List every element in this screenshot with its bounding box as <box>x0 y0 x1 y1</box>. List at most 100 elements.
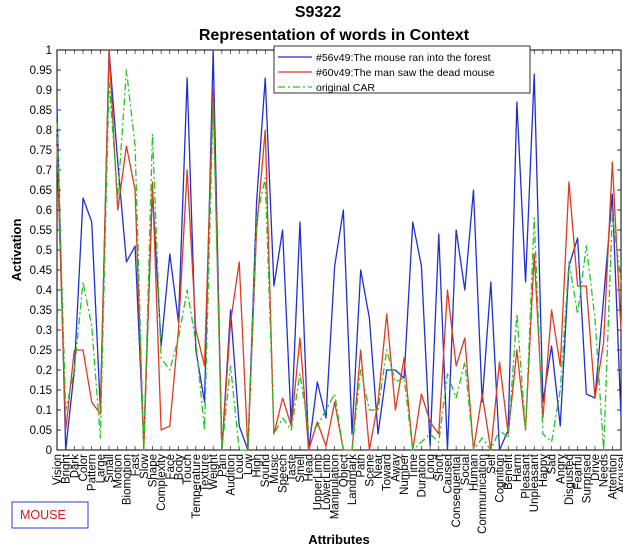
x-tick-label: Audition <box>226 454 238 496</box>
y-tick-label: 0.15 <box>30 385 52 397</box>
x-tick-label: Touch <box>182 454 194 485</box>
x-tick-label: Taste <box>286 454 298 482</box>
x-tick-label: Unpleasant <box>529 453 541 512</box>
x-tick-label: Head <box>304 454 316 482</box>
word-box-label: MOUSE <box>20 508 66 522</box>
x-tick-label: Biomotion <box>121 454 133 505</box>
x-tick-label: Social <box>460 454 472 485</box>
x-axis-label: Attributes <box>308 532 369 547</box>
x-tick-label: Pain <box>217 454 229 477</box>
y-tick-label: 0.5 <box>36 245 52 257</box>
x-tick-label: Time <box>408 454 420 479</box>
x-tick-label: Complexity <box>156 454 168 511</box>
x-tick-label: Toward <box>382 454 394 491</box>
legend: #56v49:The mouse ran into the forest #60v… <box>273 45 531 94</box>
y-tick-label: 0.3 <box>36 325 52 337</box>
y-tick-label: 0.6 <box>36 205 52 217</box>
y-tick-label: 0.1 <box>36 405 52 417</box>
word-box: MOUSE <box>11 501 89 529</box>
y-tick-label: 0.4 <box>36 285 53 297</box>
y-tick-label: 0.7 <box>36 165 52 177</box>
y-tick-label: 0.05 <box>30 425 52 437</box>
x-tick-label: Weight <box>208 453 220 489</box>
x-tick-label: Short <box>434 453 446 481</box>
x-tick-label: Color <box>78 454 90 482</box>
legend-label: original CAR <box>316 82 375 94</box>
y-tick-label: 0.2 <box>36 365 52 377</box>
x-tick-label: Long <box>425 454 437 480</box>
x-tick-label: Temperature <box>191 454 203 519</box>
y-tick-label: 0.45 <box>30 265 52 277</box>
x-tick-label: Bright <box>61 453 73 484</box>
x-tick-label: Fast <box>130 453 142 476</box>
series-layer <box>56 49 622 451</box>
x-tick-label: Speech <box>278 454 290 493</box>
x-tick-label: Near <box>373 454 385 479</box>
x-tick-label: Music <box>269 454 281 484</box>
x-tick-label: Consequential <box>451 454 463 528</box>
x-tick-label: Body <box>173 454 185 480</box>
x-tick-label: Drive <box>590 454 602 481</box>
x-tick-label: Fearful <box>573 454 585 490</box>
x-tick-label: Object <box>338 453 350 487</box>
x-tick-label: Surprised <box>581 454 593 503</box>
y-tick-label: 0.95 <box>30 65 52 77</box>
x-tick-label: Caused <box>442 454 454 494</box>
x-tick-label: Happy <box>538 454 550 487</box>
series-line-3 <box>56 69 622 451</box>
x-tick-label: Duration <box>416 454 428 497</box>
x-tick-label: UpperLimb <box>312 454 324 510</box>
legend-label: #56v49:The mouse ran into the forest <box>316 52 491 64</box>
x-tick-label: High <box>252 454 264 478</box>
y-tick-label: 0.25 <box>30 345 52 357</box>
y-tick-label: 0.65 <box>30 185 52 197</box>
x-tick-label: Angry <box>555 454 567 484</box>
x-tick-label: Cognition <box>495 454 507 503</box>
x-tick-label: Human <box>468 454 480 491</box>
x-tick-label: Low <box>243 453 255 475</box>
x-tick-label: LowerLimb <box>321 454 333 510</box>
x-tick-label: Disgusted <box>564 454 576 505</box>
x-tick-label: Manipulation <box>330 454 342 519</box>
x-tick-label: Self <box>486 453 498 474</box>
x-tick-label: Path <box>356 454 368 478</box>
legend-box <box>273 45 531 94</box>
x-tick-label: Scene <box>364 454 376 487</box>
x-tick-label: Benefit <box>503 453 515 490</box>
x-tick-label: Smell <box>295 454 307 483</box>
x-tick-label: Pleasant <box>521 453 533 499</box>
y-axis-label: Activation <box>9 219 24 282</box>
x-tick-label: Vision <box>52 454 64 485</box>
x-tick-label: Pattern <box>87 454 99 491</box>
x-tick-label: Large <box>95 454 107 483</box>
word-box-frame <box>11 501 89 529</box>
x-tick-label: Harm <box>512 454 524 482</box>
x-tick-label: Number <box>399 454 411 495</box>
x-tick-label: Texture <box>200 454 212 492</box>
x-tick-label: Dark <box>69 454 81 479</box>
x-tick-label: Landmark <box>347 454 359 505</box>
x-tick-label: Communication <box>477 454 489 534</box>
x-tick-label: Away <box>390 454 402 482</box>
x-tick-label: Needs <box>599 454 611 487</box>
y-tick-label: 0.85 <box>30 105 52 117</box>
x-tick-label: Shape <box>147 454 159 487</box>
y-tick-label: 0.55 <box>30 225 52 237</box>
legend-label: #60v49:The man saw the dead mouse <box>316 67 495 79</box>
chart-title: S9322 <box>295 4 341 21</box>
y-axis: 0 0.05 0.1 0.15 0.2 0.25 0.3 0.35 0.4 0.45 0.5 0.55… <box>30 45 621 457</box>
y-tick-label: 0 <box>46 445 52 457</box>
x-axis: VisionBrightDarkColorPatternLargeSmallMo… <box>52 50 623 534</box>
x-tick-label: Motion <box>113 454 125 489</box>
chart-subtitle: Representation of words in Context <box>199 27 470 44</box>
x-tick-label: Slow <box>139 453 151 479</box>
y-tick-label: 0.9 <box>36 85 52 97</box>
x-tick-label: Small <box>104 454 116 483</box>
y-tick-label: 0.75 <box>30 145 52 157</box>
y-tick-label: 1 <box>46 45 52 57</box>
x-tick-label: Arousal <box>616 454 623 493</box>
y-tick-label: 0.8 <box>36 125 52 137</box>
x-tick-label: Sad <box>547 454 559 474</box>
